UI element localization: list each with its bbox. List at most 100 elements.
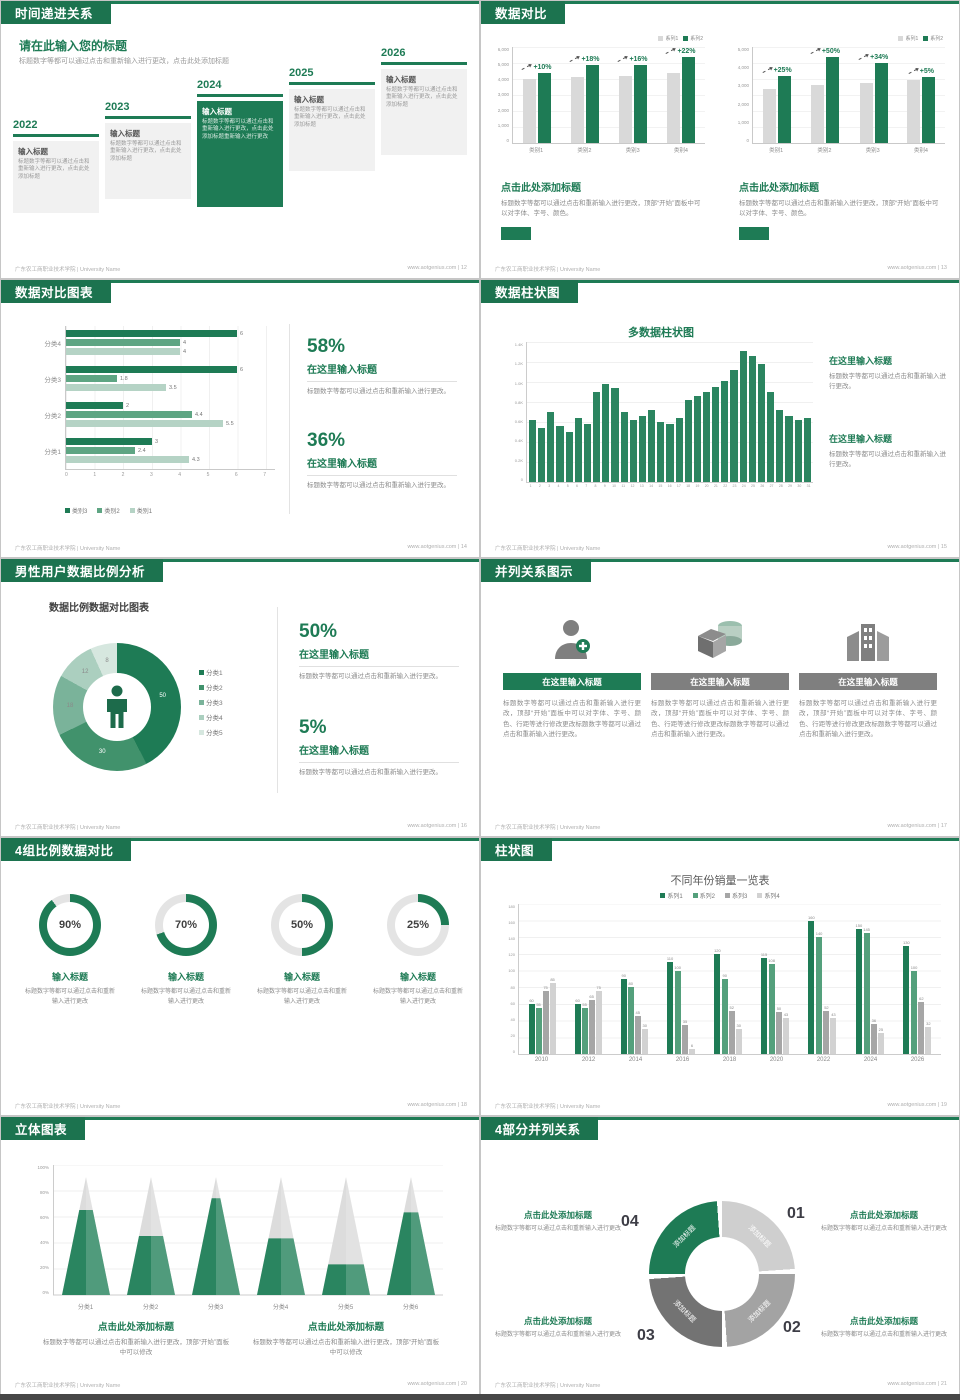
text-block: 点击此处添加标题 标题数字等都可以通过点击和重新输入进行更改 bbox=[819, 1315, 949, 1340]
block-title: 点击此处添加标题 bbox=[307, 1322, 384, 1333]
text-block: 点击此处添加标题 标题数字等都可以通过点击和重新输入进行更改，顶部“开始”面板中… bbox=[501, 179, 703, 240]
slide-four-part-relation[interactable]: 4部分并列关系 添加标题 添加标题 添加标题 添加标题 01 02 03 04 … bbox=[481, 1117, 959, 1394]
timeline-card: 输入标题 标题数字等都可以通过点击和重新输入进行更改，点击此处添加标题 bbox=[13, 140, 99, 213]
slide-column-chart[interactable]: 数据柱状图 多数据柱状图 1.4K 1.2K 1.0K 0.8K 0.6K 0.4K 0.2… bbox=[481, 280, 959, 557]
ring-percent: 90% bbox=[58, 919, 82, 931]
footer-page: www.aotgenius.com | 13 bbox=[887, 265, 947, 271]
bar-group: 115 108 50 43 bbox=[761, 952, 789, 1054]
slide-3d-cone-chart[interactable]: 立体图表 100% 80% 60% 40% 20% 0% 分类1 分类2 分类3 分类4 分类5 分… bbox=[1, 1117, 479, 1394]
arrow-icon bbox=[859, 53, 869, 61]
cone-chart-canvas bbox=[53, 1165, 443, 1296]
slide-footer: 广东农工商职业技术学院 | University Name www.aotgen… bbox=[495, 1381, 947, 1389]
block-body: 标题数字等都可以通过点击和重新输入进行更改，顶部“开始”面板中可以修改 bbox=[42, 1339, 230, 1356]
item-body: 标题数字等都可以通过点击和重新输入进行更改，顶部“开始”面板中可以对字体、字号、… bbox=[651, 700, 789, 739]
timeline-card: 输入标题 标题数字等都可以通过点击和重新输入进行更改，点击此处添加标题 bbox=[105, 122, 191, 199]
stat-body: 标题数字等都可以通过点击和重新输入进行更改。 bbox=[307, 482, 450, 489]
timeline-item: 2026 输入标题标题数字等都可以通过点击和重新输入进行更改，点击此处添加标题 bbox=[381, 47, 467, 155]
slide-footer: 广东农工商职业技术学院 | University Name www.aotgen… bbox=[15, 265, 467, 273]
item-body: 标题数字等都可以通过点击和重新输入进行更改 bbox=[372, 989, 463, 1005]
slide-title-bar: 数据柱状图 bbox=[481, 280, 579, 303]
growth-label: +10% bbox=[522, 63, 551, 71]
bar-group: 130 100 62 32 bbox=[903, 940, 932, 1054]
block-body: 标题数字等都可以通过点击和重新输入进行更改。 bbox=[829, 451, 946, 469]
arrow-icon bbox=[763, 66, 773, 74]
slide-title-bar: 立体图表 bbox=[1, 1117, 86, 1140]
footer-page: www.aotgenius.com | 21 bbox=[887, 1381, 947, 1387]
slide-title: 时间递进关系 bbox=[15, 7, 94, 21]
legend-item: 分类4 bbox=[199, 712, 223, 722]
text-block: 在这里输入标题 标题数字等都可以通过点击和重新输入进行更改。 bbox=[829, 432, 947, 470]
chart-legend: 系列1 系列2 系列3 系列4 bbox=[481, 891, 959, 900]
footer-school: 广东农工商职业技术学院 | University Name bbox=[495, 267, 601, 273]
slide-four-ratio-rings[interactable]: 4组比例数据对比 90% 输入标题 标题数字等都可以通过点击和重新输入进行更改 … bbox=[1, 838, 479, 1115]
arrow-icon bbox=[522, 63, 532, 71]
stat-body: 标题数字等都可以通过点击和重新输入进行更改。 bbox=[307, 388, 450, 395]
bar-group: 2 4.4 5.5 bbox=[66, 402, 275, 427]
part-number: 04 bbox=[621, 1213, 639, 1230]
card-body: 标题数字等都可以通过点击和重新输入进行更改，点击此处添加标题 bbox=[386, 86, 458, 109]
parallel-item: 在这里输入标题 标题数字等都可以通过点击和重新输入进行更改，顶部“开始”面板中可… bbox=[503, 603, 641, 741]
divider bbox=[307, 475, 457, 476]
footer-page: www.aotgenius.com | 19 bbox=[887, 1102, 947, 1108]
slide-top-accent bbox=[481, 838, 959, 841]
slide-title-bar: 时间递进关系 bbox=[1, 1, 112, 24]
slide-data-comparison[interactable]: 数据对比 系列1 系列2 6,000 5,000 4,000 3,000 2,000 1,00… bbox=[481, 1, 959, 278]
timeline-card: 输入标题 标题数字等都可以通过点击和重新输入进行更改，点击此处添加标题重新输入进行… bbox=[197, 100, 283, 207]
block-title: 点击此处添加标题 bbox=[501, 183, 581, 194]
footer-school: 广东农工商职业技术学院 | University Name bbox=[495, 546, 601, 552]
slide-top-accent bbox=[481, 280, 959, 283]
timeline-year: 2026 bbox=[381, 47, 406, 59]
text-block: 点击此处添加标题 标题数字等都可以通过点击和重新输入进行更改 bbox=[819, 1209, 949, 1234]
slide-data-comparison-chart[interactable]: 数据对比图表 分类4 分类3 分类2 分类1 6 4 4 6 1.8 3.5 2 4.4 5.5 3 2.… bbox=[1, 280, 479, 557]
slide-bar-chart-years[interactable]: 柱状图 不同年份销量一览表 系列1 系列2 系列3 系列4 180 160 140 120 1… bbox=[481, 838, 959, 1115]
text-block: 点击此处添加标题 标题数字等都可以通过点击和重新输入进行更改，顶部“开始”面板中… bbox=[41, 1319, 231, 1358]
y-axis-ticks: 6,000 5,000 4,000 3,000 2,000 1,000 0 bbox=[497, 47, 509, 143]
slide-time-progression[interactable]: 时间递进关系 请在此输入您的标题 标题数字等都可以通过点击和重新输入进行更改，点… bbox=[1, 1, 479, 278]
item-body: 标题数字等都可以通过点击和重新输入进行更改 bbox=[140, 989, 231, 1005]
block-body: 标题数字等都可以通过点击和重新输入进行更改，顶部“开始”面板中可以修改 bbox=[252, 1339, 440, 1356]
card-title: 输入标题 bbox=[386, 74, 416, 84]
ratio-item: 90% 输入标题 标题数字等都可以通过点击和重新输入进行更改 bbox=[15, 894, 125, 1007]
slide-parallel-relations[interactable]: 并列关系图示 在这里输入标题 标题数字等都可以通过点击和重新输入进行更改，顶部“… bbox=[481, 559, 959, 836]
plot-area: 60 55 75 85 60 55 65 75 90 80 45 30 110 100 35 6 120 90 52… bbox=[518, 904, 941, 1055]
slide-title-bar: 数据对比 bbox=[481, 1, 566, 24]
block-body: 标题数字等都可以通过点击和重新输入进行更改。 bbox=[829, 373, 946, 391]
timeline-item: 2025 输入标题 标题数字等都可以通过点击和重新输入进行更改，点击此处添加标题 bbox=[289, 67, 375, 171]
block-title: 在这里输入标题 bbox=[829, 356, 893, 366]
card-body: 标题数字等都可以通过点击和重新输入进行更改，点击此处添加标题 bbox=[110, 140, 182, 163]
bar-group: 6 1.8 3.5 bbox=[66, 366, 275, 391]
slide-title-bar: 柱状图 bbox=[481, 838, 553, 861]
slide-top-accent bbox=[481, 1117, 959, 1120]
timeline-year: 2022 bbox=[13, 119, 38, 131]
stat-percent: 50% bbox=[299, 621, 338, 642]
bar-rows: 6 4 4 6 1.8 3.5 2 4.4 5.5 3 2.4 4.3 bbox=[65, 326, 275, 470]
text-block: 在这里输入标题 标题数字等都可以通过点击和重新输入进行更改。 bbox=[829, 354, 947, 392]
slide-title: 男性用户数据比例分析 bbox=[15, 565, 146, 579]
block-body: 标题数字等都可以通过点击和重新输入进行更改 bbox=[494, 1226, 621, 1232]
donut-value-label: 50 bbox=[159, 692, 166, 699]
chart-title: 多数据柱状图 bbox=[628, 327, 694, 339]
slide-male-user-ratio[interactable]: 男性用户数据比例分析 数据比例数据对比图表 50 30 18 12 8 分类1 分类2 分类… bbox=[1, 559, 479, 836]
timeline-card: 输入标题标题数字等都可以通过点击和重新输入进行更改，点击此处添加标题 bbox=[381, 68, 467, 155]
block-title: 点击此处添加标题 bbox=[523, 1316, 592, 1326]
stat-block: 36% 在这里输入标题 标题数字等都可以通过点击和重新输入进行更改。 bbox=[307, 430, 457, 491]
slide-top-accent bbox=[1, 280, 479, 283]
item-title: 输入标题 bbox=[51, 972, 88, 982]
segment-label: 添加标题 bbox=[747, 1299, 773, 1325]
footer-page: www.aotgenius.com | 18 bbox=[407, 1102, 467, 1108]
bar-group: 60 55 75 85 bbox=[528, 977, 556, 1054]
footer-page: www.aotgenius.com | 14 bbox=[407, 544, 467, 550]
footer-school: 广东农工商职业技术学院 | University Name bbox=[495, 1104, 601, 1110]
chart-legend: 系列1 系列2 bbox=[658, 35, 703, 42]
growth-label: +16% bbox=[618, 55, 647, 63]
circular-diagram: 添加标题 添加标题 添加标题 添加标题 bbox=[649, 1201, 795, 1347]
block-title: 点击此处添加标题 bbox=[97, 1322, 174, 1333]
arrow-icon bbox=[811, 47, 821, 55]
block-body: 标题数字等都可以通过点击和重新输入进行更改，顶部“开始”面板中可以对字体、字号、… bbox=[739, 200, 939, 217]
bar-group: +5% bbox=[907, 67, 936, 143]
slide-title: 柱状图 bbox=[495, 844, 535, 858]
bar-group: 60 55 65 75 bbox=[574, 985, 602, 1054]
bar-group: 90 80 45 30 bbox=[620, 973, 648, 1054]
timeline-rule bbox=[13, 134, 99, 137]
